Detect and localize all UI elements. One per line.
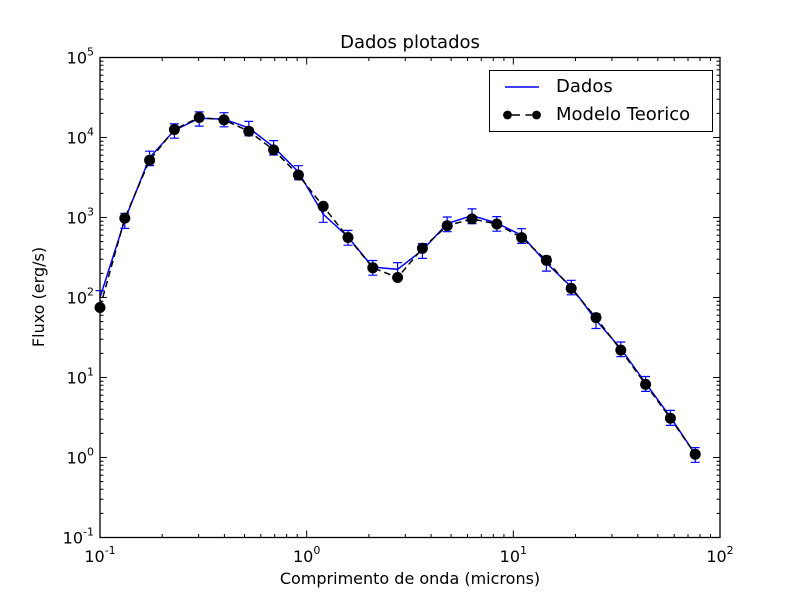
svg-text:100: 100 <box>293 544 320 566</box>
modelo-line-icon <box>503 110 541 120</box>
chart-title: Dados plotados <box>340 32 480 53</box>
svg-text:105: 105 <box>67 46 94 68</box>
svg-text:101: 101 <box>500 544 527 566</box>
dados-line-icon <box>505 86 539 88</box>
svg-text:10-1: 10-1 <box>63 526 94 548</box>
y-axis-label: Fluxo (erg/s) <box>29 246 48 348</box>
svg-text:103: 103 <box>67 206 94 228</box>
legend-entry-modelo: Modelo Teorico <box>496 101 706 129</box>
svg-text:102: 102 <box>706 544 733 566</box>
legend-label-dados: Dados <box>556 76 613 97</box>
x-axis-label: Comprimento de onda (microns) <box>279 569 541 588</box>
svg-text:104: 104 <box>67 126 94 148</box>
svg-text:10-1: 10-1 <box>84 544 115 566</box>
svg-text:100: 100 <box>67 446 94 468</box>
svg-text:102: 102 <box>67 286 94 308</box>
svg-text:101: 101 <box>67 366 94 388</box>
legend-label-modelo: Modelo Teorico <box>556 104 691 125</box>
legend: Dados Modelo Teorico <box>489 70 713 132</box>
legend-entry-dados: Dados <box>496 73 706 101</box>
